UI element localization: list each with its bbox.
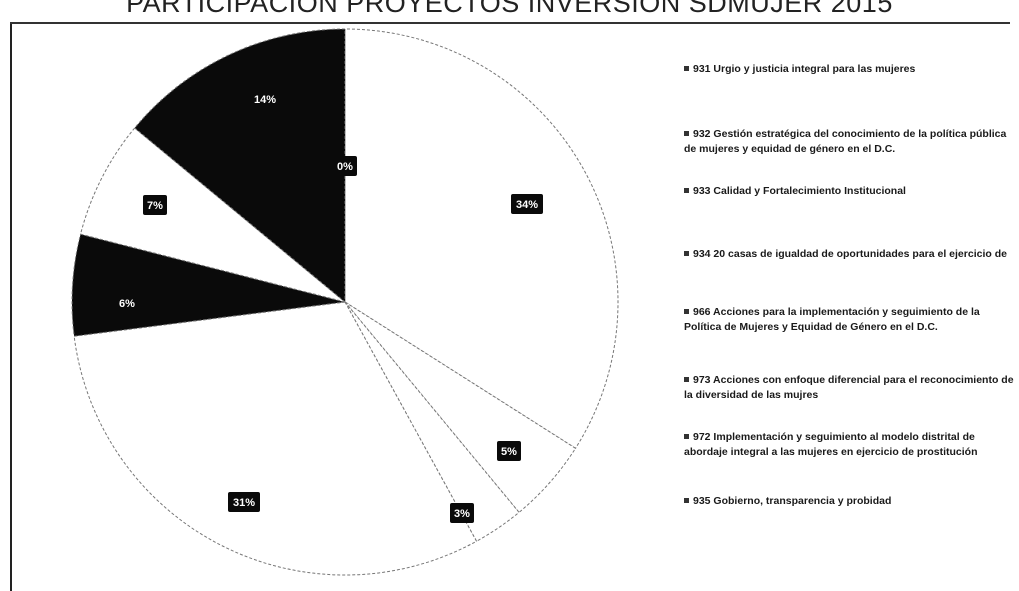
data-label-2: 5% [497,441,521,461]
legend-swatch-1 [684,131,689,136]
legend-label-3: 934 20 casas de igualdad de oportunidade… [693,248,1007,260]
chart-title: PARTICIPACIÓN PROYECTOS INVERSIÓN SDMUJE… [126,0,893,18]
legend-item-7: 935 Gobierno, transparencia y probidad [684,494,1014,509]
legend-item-2: 933 Calidad y Fortalecimiento Institucio… [684,184,1014,199]
legend-item-4: 966 Acciones para la implementación y se… [684,305,1014,335]
data-label-box-4 [228,492,260,512]
data-label-3: 3% [450,503,474,523]
data-label-box-5 [115,293,139,313]
legend-swatch-5 [684,377,689,382]
legend-swatch-7 [684,498,689,503]
data-label-4: 31% [228,492,260,512]
data-label-box-0 [333,156,357,176]
pie-slice-3 [344,301,520,542]
legend-swatch-6 [684,434,689,439]
data-label-6: 7% [143,195,167,215]
legend-label-4: 966 Acciones para la implementación y se… [684,306,980,333]
data-label-text-1: 34% [516,199,538,211]
data-label-box-3 [450,503,474,523]
legend-label-6: 972 Implementación y seguimiento al mode… [684,431,978,458]
data-label-box-7 [249,89,281,109]
data-label-box-6 [143,195,167,215]
data-label-1: 34% [511,194,543,214]
data-label-0: 0% [333,156,357,176]
pie-slice-1 [344,28,619,449]
legend-item-0: 931 Urgio y justicia integral para las m… [684,62,1014,77]
pie-slice-6 [79,127,346,303]
legend-swatch-2 [684,188,689,193]
frame-top-border [10,22,1010,24]
legend-item-5: 973 Acciones con enfoque diferencial par… [684,373,1014,403]
data-label-text-7: 14% [254,94,276,106]
data-label-text-0: 0% [337,161,353,173]
legend-label-0: 931 Urgio y justicia integral para las m… [693,63,916,75]
legend-swatch-4 [684,309,689,314]
data-label-text-3: 3% [454,508,470,520]
legend-item-6: 972 Implementación y seguimiento al mode… [684,430,1014,460]
legend-item-3: 934 20 casas de igualdad de oportunidade… [684,247,1014,262]
legend-label-1: 932 Gestión estratégica del conocimiento… [684,128,1007,155]
data-label-box-1 [511,194,543,214]
data-label-5: 6% [115,293,139,313]
legend-swatch-3 [684,251,689,256]
data-label-text-5: 6% [119,298,135,310]
pie-slice-7 [133,28,346,304]
frame-left-border [10,22,12,591]
data-label-text-6: 7% [147,200,163,212]
data-label-text-4: 31% [233,497,255,509]
pie-slice-4 [73,301,478,576]
data-label-box-2 [497,441,521,461]
legend-label-2: 933 Calidad y Fortalecimiento Institucio… [693,185,906,197]
legend-label-5: 973 Acciones con enfoque diferencial par… [684,374,1014,401]
data-label-7: 14% [249,89,281,109]
legend-swatch-0 [684,66,689,71]
legend-label-7: 935 Gobierno, transparencia y probidad [693,495,892,507]
data-label-text-2: 5% [501,446,517,458]
pie-chart: 0% 34% 5% 3% 31% 6% 7% 14% [71,28,619,576]
legend-item-1: 932 Gestión estratégica del conocimiento… [684,127,1014,157]
